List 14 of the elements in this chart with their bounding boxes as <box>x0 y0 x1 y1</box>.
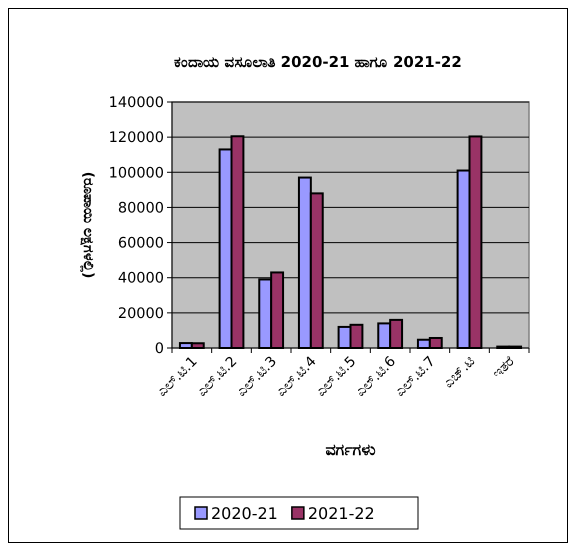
legend-label: 2021-22 <box>308 504 375 523</box>
y-axis-title: (ರೂಪಾಯಿ ಲಕ್ಷಗಳಲ್ಲಿ) <box>79 172 96 278</box>
chart-title: ಕಂದಾಯ ವಸೂಲಾತಿ 2020-21 ಹಾಗೂ 2021-22 <box>174 53 462 71</box>
x-tick-label: ಇತರೆ <box>490 354 518 382</box>
y-tick-label: 20000 <box>118 306 164 322</box>
x-axis-title: ವರ್ಗಗಳು <box>326 440 376 459</box>
y-tick-label: 100000 <box>108 165 164 182</box>
y-tick-label: 120000 <box>108 130 164 146</box>
y-tick-label: 80000 <box>118 200 164 216</box>
y-tick-label: 140000 <box>108 95 164 111</box>
y-tick-label: 40000 <box>118 270 164 287</box>
legend-label: 2020-21 <box>211 504 278 523</box>
y-tick-label: 0 <box>154 341 164 357</box>
y-tick-label: 60000 <box>118 236 164 252</box>
